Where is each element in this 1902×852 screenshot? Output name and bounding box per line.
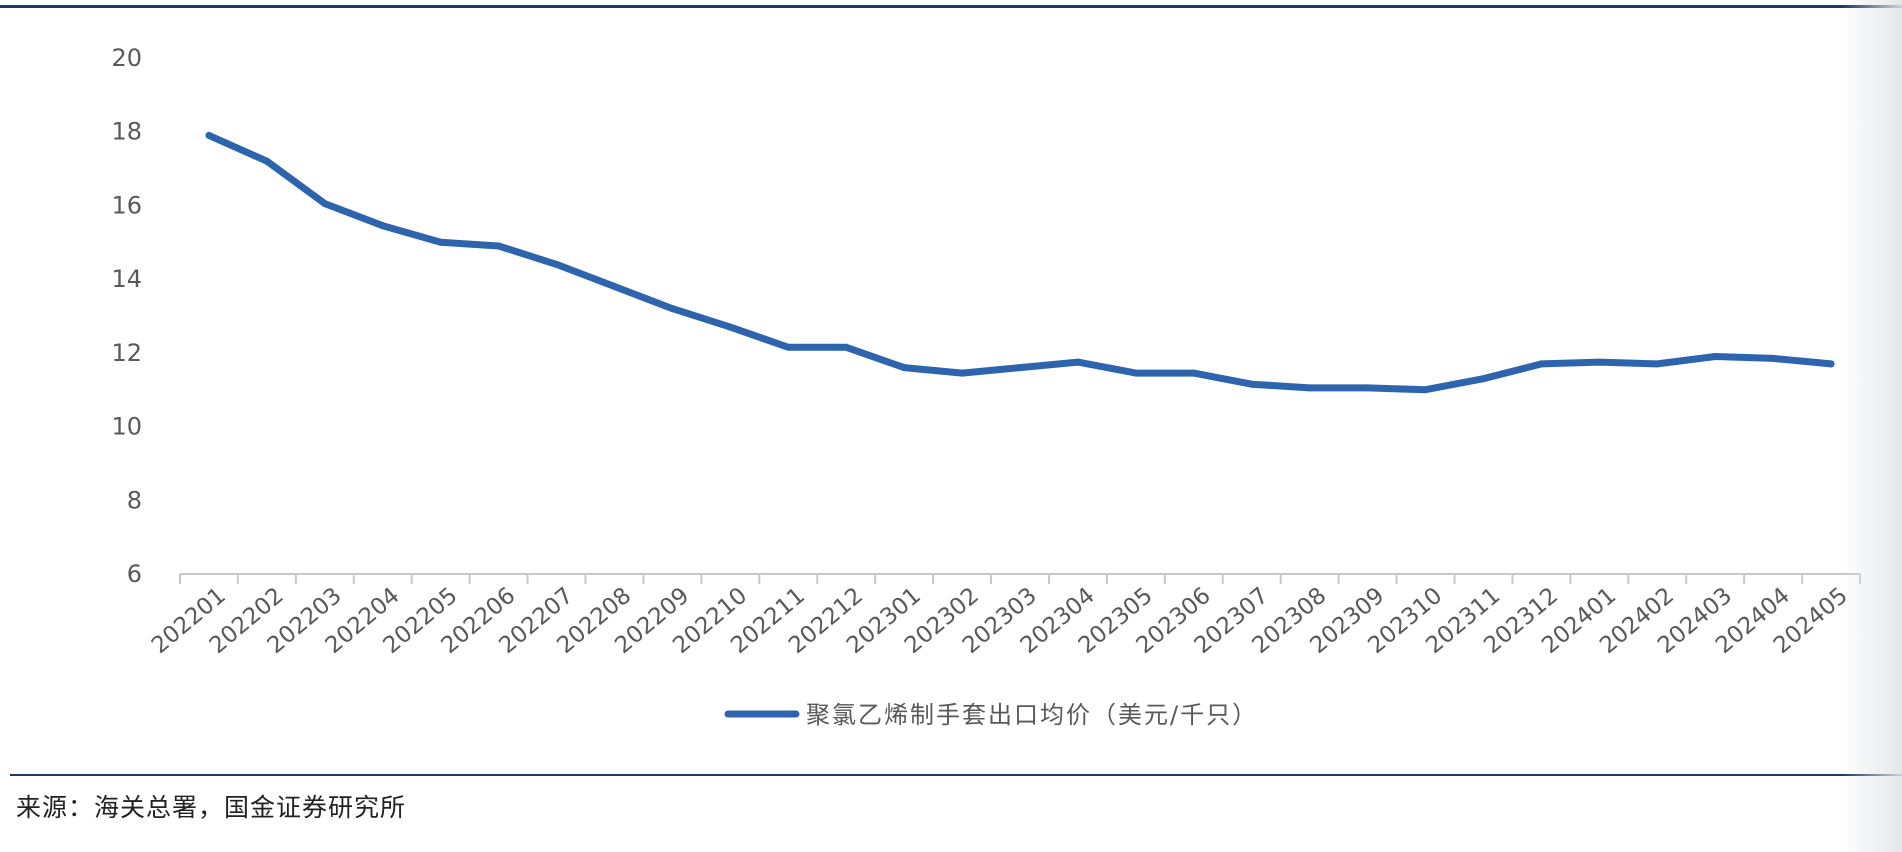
legend: 聚氯乙烯制手套出口均价（美元/千只）	[724, 701, 1258, 729]
data-point	[1827, 360, 1835, 368]
y-tick-label: 10	[111, 413, 142, 441]
line-chart: 6 8 10 12 14 16 18 20 2022012022022022032022042…	[111, 44, 1861, 729]
data-point	[842, 343, 850, 351]
x-axis: 2022012022022022032022042022052022062022…	[147, 573, 1861, 659]
top-rule	[0, 5, 1902, 8]
y-tick-label: 18	[111, 118, 142, 146]
data-point	[1074, 358, 1082, 366]
data-point	[1653, 360, 1661, 368]
data-point	[784, 343, 792, 351]
y-tick-label: 20	[111, 44, 142, 72]
data-point	[205, 131, 213, 139]
data-point	[1248, 380, 1256, 388]
data-point	[611, 283, 618, 290]
data-point	[437, 238, 445, 246]
page-edge-shade	[1842, 0, 1902, 852]
data-point	[553, 260, 561, 268]
series-line	[205, 131, 1835, 394]
data-point	[321, 200, 329, 208]
y-tick-label: 12	[111, 339, 142, 367]
bottom-rule	[10, 774, 1902, 776]
data-point	[1132, 369, 1140, 377]
data-point	[1422, 386, 1429, 394]
data-point	[1595, 358, 1603, 366]
series-layer	[205, 131, 1835, 394]
data-point	[1537, 360, 1545, 368]
data-point	[668, 305, 676, 313]
data-point	[900, 364, 908, 372]
y-tick-label: 16	[111, 191, 142, 219]
source-note: 来源：海关总署，国金证券研究所	[16, 793, 407, 822]
data-point	[1364, 384, 1372, 392]
data-point	[1016, 364, 1024, 372]
data-point	[1769, 354, 1777, 362]
y-tick-label: 14	[111, 265, 142, 293]
data-point	[958, 369, 966, 377]
data-point	[263, 157, 271, 165]
legend-label: 聚氯乙烯制手套出口均价（美元/千只）	[806, 701, 1258, 729]
data-point	[379, 222, 387, 230]
data-point	[495, 242, 503, 250]
y-tick-label: 6	[127, 560, 142, 588]
y-axis: 6 8 10 12 14 16 18 20	[111, 44, 142, 588]
data-point	[1190, 369, 1198, 377]
data-point	[1306, 384, 1314, 392]
y-tick-label: 8	[127, 486, 142, 514]
data-point	[726, 323, 734, 331]
data-point	[1711, 353, 1719, 360]
data-point	[1479, 375, 1487, 383]
